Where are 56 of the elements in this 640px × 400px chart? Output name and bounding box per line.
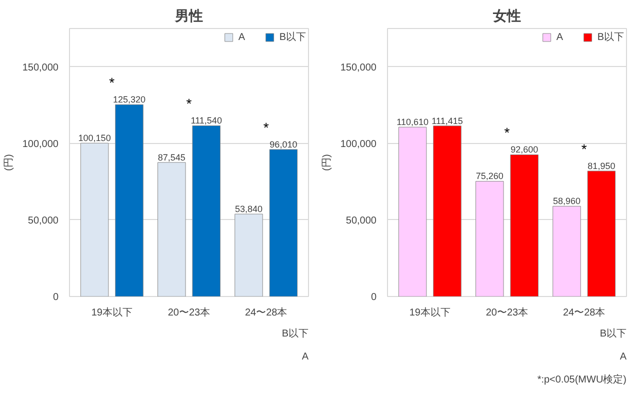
bar <box>433 126 462 296</box>
data-label: 110,610 <box>396 117 428 128</box>
data-label: 92,600 <box>510 144 538 155</box>
bar <box>158 162 186 296</box>
bar <box>552 206 581 296</box>
annotation: * <box>263 119 270 136</box>
data-label: 75,260 <box>476 171 504 182</box>
x-tick-label: 20〜23本 <box>168 306 210 318</box>
text: B以下 <box>600 328 626 340</box>
text: *:p<0.05(MWU検定) <box>537 374 627 386</box>
data-label: 111,540 <box>190 116 222 126</box>
x-tick-label: 20〜23本 <box>486 306 528 318</box>
y-tick-label: 100,000 <box>22 138 59 150</box>
x-tick-label: 19本以下 <box>409 306 450 318</box>
legend-label: B以下 <box>597 30 624 44</box>
x-tick-label: 24〜28本 <box>244 306 288 318</box>
y-tick-label: 50,000 <box>28 215 59 226</box>
bar <box>587 170 616 296</box>
annotation: * <box>581 141 588 157</box>
data-label: 53,840 <box>234 204 263 214</box>
legend-label: B以下 <box>279 30 306 44</box>
y-tick-label: 50,000 <box>346 215 377 226</box>
annotation: * <box>186 96 192 112</box>
data-label: 100,150 <box>78 133 111 144</box>
bar <box>476 180 504 296</box>
annotation: * <box>504 124 510 141</box>
chart-title: 女性 <box>492 8 521 24</box>
y-tick-label: 150,000 <box>22 62 59 74</box>
data-label: 58,960 <box>552 196 581 206</box>
data-label: 125,320 <box>112 94 146 105</box>
bar <box>234 214 263 296</box>
y-axis-title: (円) <box>321 154 332 171</box>
bar <box>510 154 538 296</box>
legend-label: A <box>556 32 564 42</box>
y-tick-label: 150,000 <box>340 62 377 74</box>
data-label: 87,545 <box>158 152 186 162</box>
annotation: * <box>109 74 116 91</box>
bar <box>115 104 144 296</box>
bar <box>269 149 298 296</box>
bar <box>398 126 427 296</box>
chart-title: 男性 <box>174 8 203 24</box>
text: B以下 <box>282 328 308 340</box>
y-tick-label: 100,000 <box>340 138 377 150</box>
y-axis-title: (円) <box>3 154 14 171</box>
bar <box>80 142 109 296</box>
bar <box>192 125 220 296</box>
data-label: 81,950 <box>588 161 616 171</box>
text: A <box>302 352 309 362</box>
legend-label: A <box>238 32 246 42</box>
data-label: 111,415 <box>432 116 463 126</box>
y-tick-label: 0 <box>52 292 59 303</box>
x-tick-label: 24〜28本 <box>562 306 606 318</box>
data-label: 96,010 <box>270 139 298 150</box>
x-tick-label: 19本以下 <box>91 306 132 318</box>
text: A <box>620 352 627 362</box>
y-tick-label: 0 <box>370 292 377 303</box>
